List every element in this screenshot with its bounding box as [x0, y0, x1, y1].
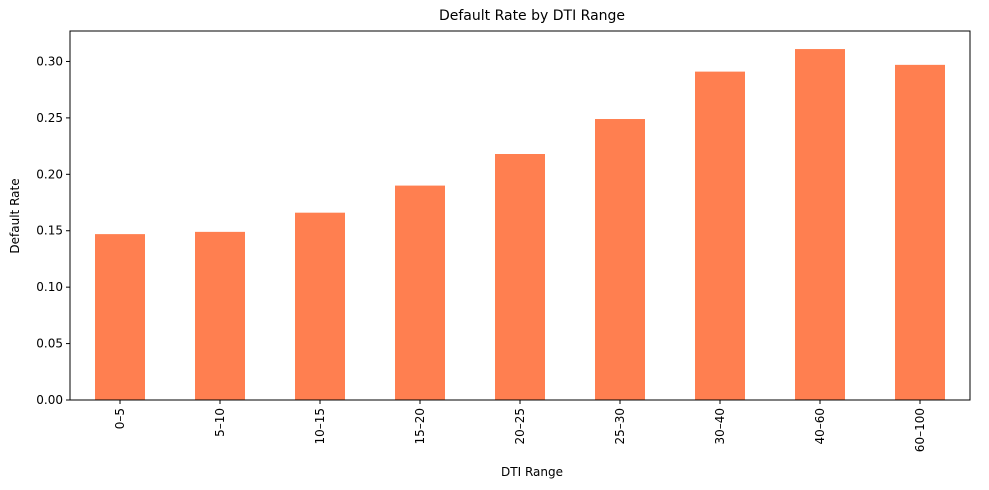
bar-1 — [195, 231, 245, 400]
y-tick-label-5: 0.25 — [36, 111, 63, 125]
bar-7 — [795, 49, 845, 400]
y-axis-label: Default Rate — [8, 178, 22, 253]
x-tick-label-5: 25–30 — [613, 408, 627, 445]
y-tick-label-0: 0.00 — [36, 393, 63, 407]
y-tick-label-3: 0.15 — [36, 224, 63, 238]
y-tick-label-4: 0.20 — [36, 167, 63, 181]
x-tick-label-2: 10–15 — [313, 408, 327, 445]
axes-frame — [69, 30, 971, 401]
x-tick-label-6: 30–40 — [713, 408, 727, 445]
y-tick-label-6: 0.30 — [36, 54, 63, 68]
x-tick-label-0: 0–5 — [113, 408, 127, 429]
bars-group — [95, 49, 945, 401]
bar-8 — [895, 64, 945, 400]
bar-6 — [695, 71, 745, 401]
bar-2 — [295, 212, 345, 400]
x-tick-label-7: 40–60 — [813, 408, 827, 445]
x-tick-label-3: 15–20 — [413, 408, 427, 445]
y-axis-ticks: 0.00 0.05 0.10 0.15 0.20 0.25 0.30 — [36, 54, 70, 407]
x-tick-label-1: 5–10 — [213, 408, 227, 437]
y-tick-label-2: 0.10 — [36, 280, 63, 294]
x-axis-ticks: 0–5 5–10 10–15 15–20 20–25 25–30 30–40 40–60 60–… — [113, 400, 927, 452]
bar-4 — [495, 154, 545, 400]
chart-title: Default Rate by DTI Range — [439, 8, 625, 24]
bar-0 — [95, 234, 145, 400]
x-axis-label: DTI Range — [501, 465, 563, 479]
x-tick-label-4: 20–25 — [513, 408, 527, 445]
bar-5 — [595, 119, 645, 401]
y-tick-label-1: 0.05 — [36, 337, 63, 351]
bar-3 — [395, 185, 445, 400]
x-tick-label-8: 60–100 — [913, 408, 927, 452]
plot-frame — [69, 30, 971, 401]
